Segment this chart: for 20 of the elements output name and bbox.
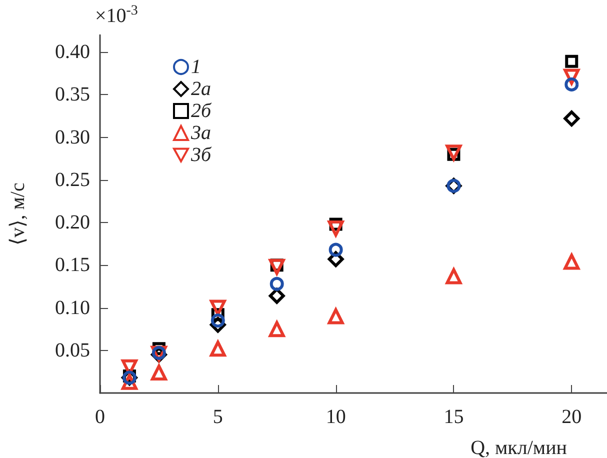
y-tick-label: 0.40 [55,41,90,64]
y-tick-label: 0.10 [55,296,90,319]
x-tick-label: 0 [95,406,105,428]
y-tick-label: 0.30 [55,126,90,148]
legend-label: 3а [190,122,211,144]
x-tick-label: 20 [562,406,582,428]
x-tick-label: 15 [444,406,464,428]
legend-label: 3б [190,144,212,166]
y-axis-title: ⟨v⟩, м/с [7,182,29,246]
y-tick-label: 0.05 [55,339,90,362]
y-tick-label: 0.35 [55,84,90,106]
x-tick-label: 5 [212,406,223,428]
legend-label: 2б [191,100,212,122]
legend-label: 2а [191,78,211,100]
x-axis-title: Q, мкл/мин [470,437,568,458]
y-tick-label: 0.20 [55,212,90,234]
y-tick-label: 0.15 [55,254,90,276]
x-tick-label: 10 [326,406,346,428]
y-tick-label: 0.25 [55,168,90,191]
legend-label: 1 [191,56,201,78]
